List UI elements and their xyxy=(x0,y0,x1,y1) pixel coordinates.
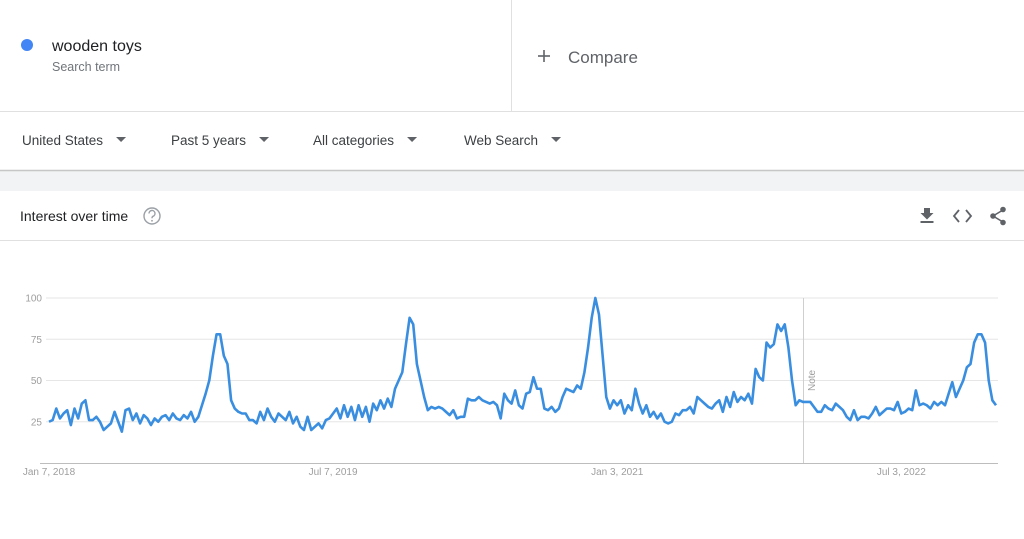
y-tick-label: 50 xyxy=(31,376,43,387)
share-glyph xyxy=(990,213,996,219)
share-icon[interactable] xyxy=(990,206,1006,226)
trend-line xyxy=(48,296,998,433)
y-tick-label: 75 xyxy=(31,335,43,346)
help-icon[interactable] xyxy=(143,207,161,225)
chart: 25 50 75 100 Jan 7, 2018 Jul 7, 2019 Jan 3, 20… xyxy=(23,294,998,478)
x-tick-label: Jan 7, 2018 xyxy=(23,467,76,478)
compare-button[interactable]: Compare xyxy=(538,48,638,67)
help-glyph xyxy=(151,219,153,222)
y-tick-label: 100 xyxy=(25,294,42,305)
x-tick-label: Jan 3, 2021 xyxy=(591,467,644,478)
panel-title: Interest over time xyxy=(20,208,128,224)
note-label[interactable]: Note xyxy=(807,369,818,391)
share-glyph xyxy=(1000,219,1006,226)
help-glyph xyxy=(148,209,156,219)
embed-icon[interactable] xyxy=(952,209,973,223)
download-glyph xyxy=(920,208,934,220)
filter-label[interactable]: All categories xyxy=(313,133,394,148)
compare-label[interactable]: Compare xyxy=(568,48,638,67)
series-dot xyxy=(21,39,33,51)
search-term-label: Search term xyxy=(52,60,120,74)
x-tick-label: Jul 3, 2022 xyxy=(877,467,926,478)
dropdown-arrow xyxy=(259,137,270,142)
filter-dropdown[interactable]: United States xyxy=(22,133,127,148)
dropdown-arrow xyxy=(407,137,418,142)
filter-bar: United States Past 5 years All categories W… xyxy=(22,133,562,148)
filter-dropdown[interactable]: Web Search xyxy=(464,133,562,148)
filter-label[interactable]: Web Search xyxy=(464,133,538,148)
filter-dropdown[interactable]: All categories xyxy=(313,133,418,148)
share-glyph xyxy=(1000,206,1006,213)
filter-label[interactable]: United States xyxy=(22,133,103,148)
dropdown-arrow xyxy=(116,137,127,142)
download-glyph xyxy=(920,221,934,223)
x-tick-label: Jul 7, 2019 xyxy=(309,467,358,478)
filter-dropdown[interactable]: Past 5 years xyxy=(171,133,270,148)
download-icon[interactable] xyxy=(920,208,934,223)
y-tick-label: 25 xyxy=(31,417,43,428)
search-term[interactable]: wooden toys xyxy=(51,38,142,55)
filter-label[interactable]: Past 5 years xyxy=(171,133,246,148)
separator-band xyxy=(0,170,1024,191)
dropdown-arrow xyxy=(551,137,562,142)
help-circle xyxy=(143,207,161,225)
